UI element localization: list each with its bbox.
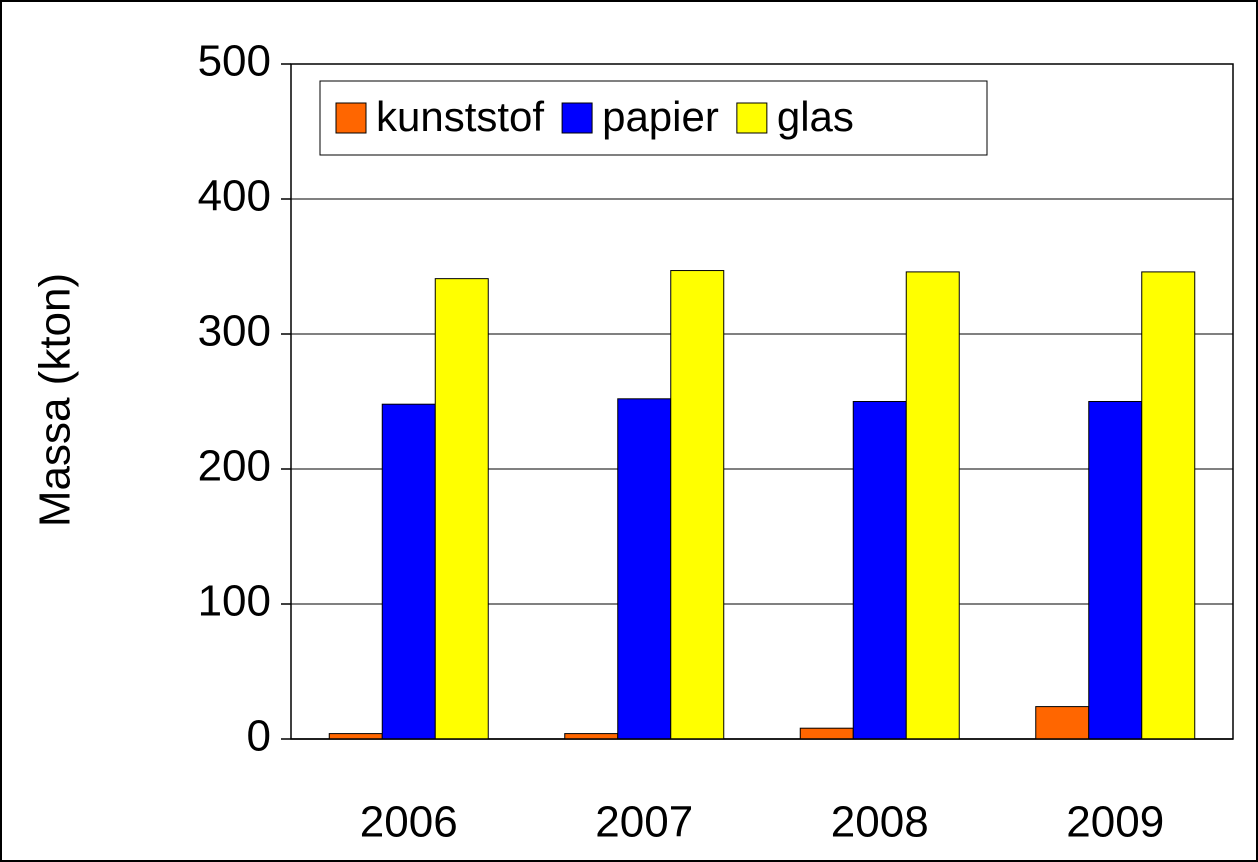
y-tick-label: 100 — [198, 577, 271, 626]
legend-swatch — [335, 102, 367, 134]
bar — [670, 270, 725, 740]
legend-label: papier — [602, 93, 719, 140]
x-tick-label: 2007 — [595, 798, 693, 847]
bar — [1088, 401, 1143, 740]
legend-swatch — [561, 102, 593, 134]
bar — [852, 401, 907, 740]
bar — [799, 727, 854, 740]
bar — [434, 278, 489, 740]
x-tick-label: 2008 — [831, 798, 929, 847]
legend-label: glas — [777, 93, 854, 140]
y-tick-label: 400 — [198, 172, 271, 221]
bar — [1035, 706, 1090, 740]
bar — [1141, 271, 1196, 740]
legend-label: kunststof — [376, 93, 544, 140]
legend-swatch — [736, 102, 768, 134]
bar — [617, 398, 672, 740]
y-axis-label: Massa (kton) — [31, 273, 80, 527]
legend-box — [319, 80, 988, 156]
bar — [905, 271, 960, 740]
bar — [328, 733, 383, 740]
bar — [564, 733, 619, 740]
y-tick-label: 300 — [198, 307, 271, 356]
x-tick-label: 2006 — [360, 798, 458, 847]
bar — [381, 403, 436, 740]
y-tick-label: 500 — [198, 37, 271, 86]
x-tick-label: 2009 — [1066, 798, 1164, 847]
y-tick-label: 200 — [198, 442, 271, 491]
y-tick-label: 0 — [247, 712, 271, 761]
